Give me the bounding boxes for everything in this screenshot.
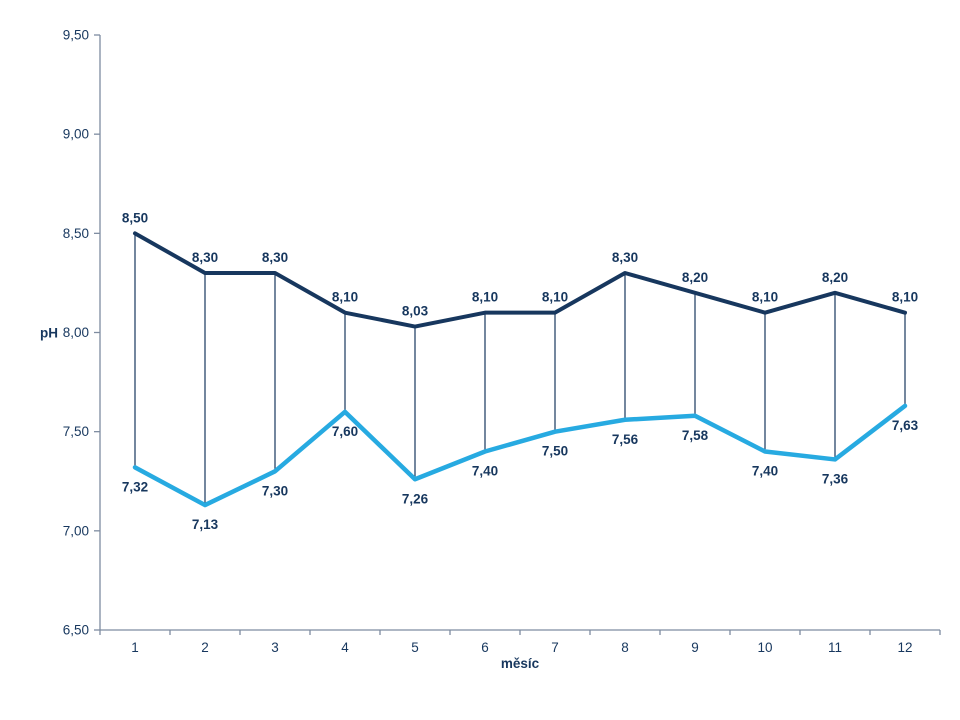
series-lower-data-label: 7,32 [122, 479, 148, 494]
x-tick-label: 6 [481, 640, 489, 655]
x-tick-label: 1 [131, 640, 139, 655]
series-lower-data-label: 7,50 [542, 444, 568, 459]
y-tick-label: 7,00 [63, 523, 89, 538]
y-tick-label: 9,00 [63, 127, 89, 142]
x-tick-label: 10 [757, 640, 772, 655]
series-upper-data-label: 8,30 [192, 250, 218, 265]
series-lower-data-label: 7,40 [472, 464, 498, 479]
series-lower-data-label: 7,63 [892, 418, 919, 433]
series-lower-data-label: 7,40 [752, 464, 778, 479]
series-lower-data-label: 7,56 [612, 432, 639, 447]
series-lower-line [132, 403, 908, 508]
series-upper-data-label: 8,10 [472, 290, 498, 305]
y-tick-label: 9,50 [63, 28, 89, 43]
y-tick-label: 8,50 [63, 226, 89, 241]
series-lower-data-label: 7,36 [822, 471, 849, 486]
series-lower-data-label: 7,30 [262, 483, 288, 498]
series-upper-data-label: 8,20 [682, 270, 708, 285]
y-tick-label: 8,00 [63, 325, 89, 340]
x-tick-label: 3 [271, 640, 279, 655]
y-tick-label: 6,50 [63, 623, 89, 638]
series-lower-data-label: 7,58 [682, 428, 709, 443]
x-tick-label: 11 [828, 640, 842, 655]
series-upper-data-label: 8,30 [262, 250, 288, 265]
series-upper-data-label: 8,03 [402, 304, 429, 319]
x-tick-label: 9 [691, 640, 699, 655]
series-upper-data-label: 8,30 [612, 250, 638, 265]
series-lower-data-label: 7,26 [402, 491, 429, 506]
y-axis-title: pH [40, 326, 58, 341]
series-upper-data-label: 8,10 [332, 290, 358, 305]
x-tick-label: 5 [411, 640, 419, 655]
series-upper-data-label: 8,20 [822, 270, 848, 285]
x-axis-title: měsíc [501, 656, 540, 671]
x-tick-label: 12 [897, 640, 912, 655]
x-tick-label: 2 [201, 640, 209, 655]
x-tick-label: 8 [621, 640, 629, 655]
series-upper-data-label: 8,10 [892, 290, 918, 305]
series-upper-line [133, 231, 907, 329]
x-tick-label: 4 [341, 640, 349, 655]
series-upper-data-label: 8,10 [542, 290, 568, 305]
y-tick-label: 7,50 [63, 424, 89, 439]
series-upper-data-label: 8,10 [752, 290, 778, 305]
x-tick-label: 7 [551, 640, 559, 655]
series-lower-data-label: 7,13 [192, 517, 219, 532]
series-upper-data-label: 8,50 [122, 210, 148, 225]
series-lower-data-label: 7,60 [332, 424, 358, 439]
